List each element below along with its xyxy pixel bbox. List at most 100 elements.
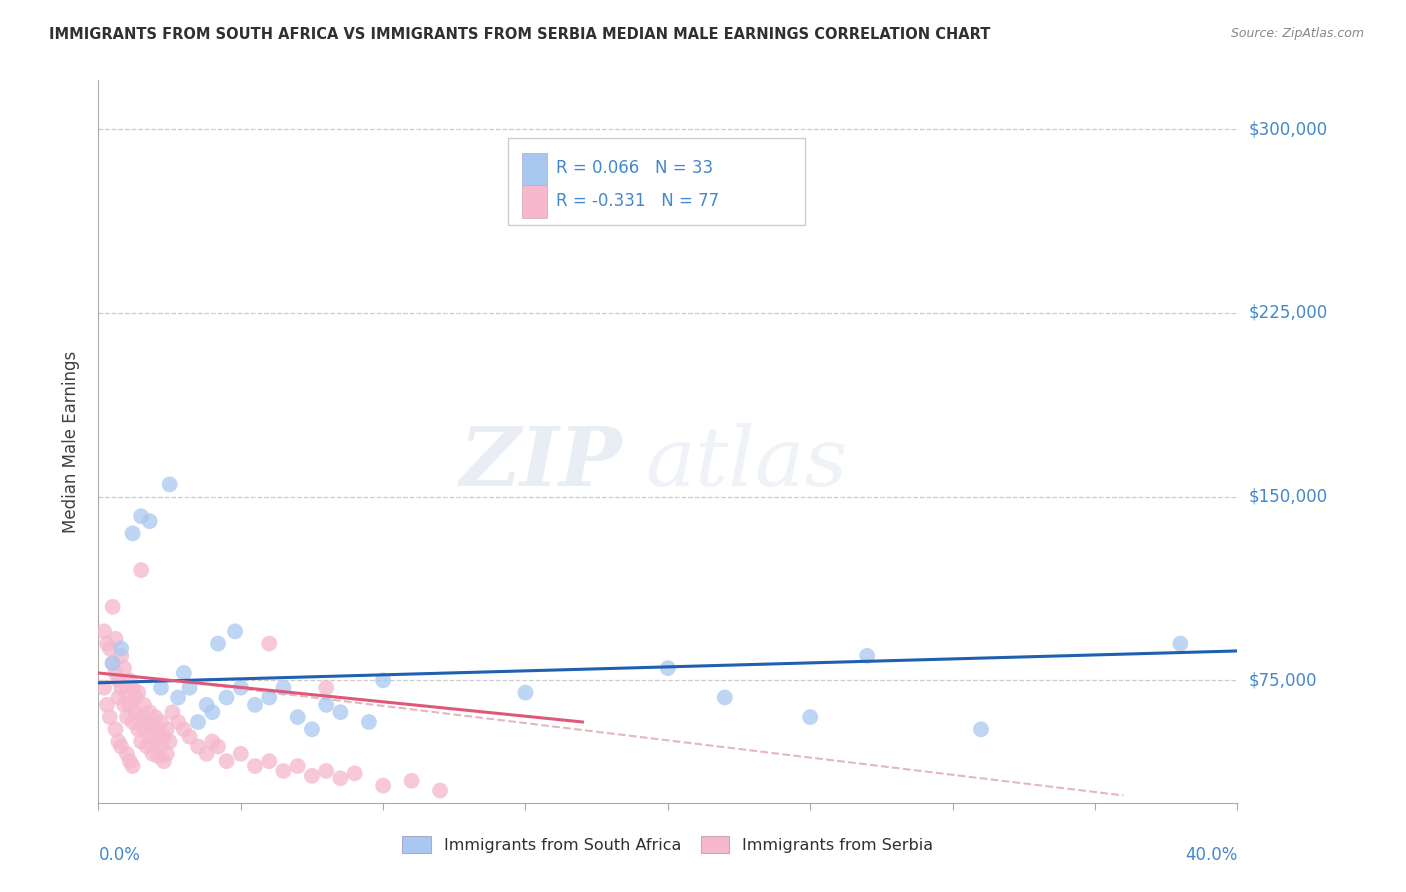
Point (101, 656, 124, 670)
Point (159, 734, 181, 748)
Point (207, 739, 229, 754)
Point (150, 739, 173, 754)
Text: R = 0.066   N = 33: R = 0.066 N = 33 (557, 160, 713, 178)
Point (195, 747, 218, 761)
Point (201, 734, 224, 748)
Point (118, 673, 141, 688)
Point (145, 710, 167, 724)
Point (373, 673, 395, 688)
Point (156, 723, 179, 737)
Text: R = -0.331   N = 77: R = -0.331 N = 77 (557, 192, 720, 210)
Point (273, 764, 295, 778)
Point (121, 759, 143, 773)
Point (104, 723, 127, 737)
Point (121, 681, 143, 695)
Point (141, 720, 163, 734)
Point (243, 759, 266, 773)
FancyBboxPatch shape (522, 185, 547, 218)
Point (373, 779, 395, 793)
Point (167, 690, 190, 705)
Point (129, 734, 152, 748)
Point (115, 685, 138, 699)
Text: 40.0%: 40.0% (1185, 847, 1237, 864)
Text: atlas: atlas (645, 423, 848, 503)
Point (173, 723, 195, 737)
Text: IMMIGRANTS FROM SOUTH AFRICA VS IMMIGRANTS FROM SERBIA MEDIAN MALE EARNINGS CORR: IMMIGRANTS FROM SOUTH AFRICA VS IMMIGRAN… (49, 27, 991, 42)
Point (118, 754, 141, 768)
Point (129, 509, 152, 524)
Point (96, 698, 118, 712)
Point (112, 661, 135, 675)
Point (187, 739, 209, 754)
Point (179, 681, 201, 695)
Text: $75,000: $75,000 (1249, 672, 1317, 690)
Point (129, 563, 152, 577)
Point (224, 624, 246, 639)
Point (127, 685, 149, 699)
Y-axis label: Median Male Earnings: Median Male Earnings (62, 351, 80, 533)
Point (273, 681, 295, 695)
Point (98, 710, 121, 724)
Point (315, 764, 337, 778)
Point (357, 714, 380, 729)
Point (259, 637, 281, 651)
Point (98, 641, 121, 656)
Text: 0.0%: 0.0% (98, 847, 141, 864)
Point (215, 690, 238, 705)
Point (101, 656, 124, 670)
Point (132, 723, 155, 737)
Point (150, 714, 173, 729)
Point (129, 710, 152, 724)
Point (104, 665, 127, 680)
Text: $150,000: $150,000 (1249, 488, 1327, 506)
FancyBboxPatch shape (509, 138, 804, 225)
Point (287, 759, 309, 773)
Point (138, 705, 160, 719)
Point (201, 705, 224, 719)
Point (301, 723, 323, 737)
Point (243, 698, 266, 712)
Point (179, 730, 201, 744)
Point (107, 673, 129, 688)
Point (207, 637, 229, 651)
Point (156, 747, 179, 761)
Point (515, 685, 537, 699)
Point (107, 734, 129, 748)
Point (138, 514, 160, 528)
Point (657, 661, 679, 675)
Point (132, 698, 155, 712)
Point (148, 724, 170, 739)
Point (141, 747, 163, 761)
Point (259, 754, 281, 768)
Point (159, 477, 181, 491)
Point (153, 730, 176, 744)
Point (259, 690, 281, 705)
Point (215, 754, 238, 768)
Text: $225,000: $225,000 (1249, 304, 1327, 322)
Text: Source: ZipAtlas.com: Source: ZipAtlas.com (1230, 27, 1364, 40)
Point (315, 698, 337, 712)
Point (714, 690, 737, 705)
Point (101, 599, 124, 614)
Point (96, 637, 118, 651)
Point (110, 739, 132, 754)
Point (110, 681, 132, 695)
Legend: Immigrants from South Africa, Immigrants from Serbia: Immigrants from South Africa, Immigrants… (396, 830, 939, 860)
Point (167, 714, 190, 729)
Point (150, 681, 173, 695)
Point (162, 705, 184, 719)
Point (153, 754, 176, 768)
Text: $300,000: $300,000 (1249, 120, 1327, 138)
Point (110, 641, 132, 656)
Point (118, 698, 141, 712)
Point (121, 714, 143, 729)
Point (699, 208, 721, 222)
Point (429, 783, 451, 797)
Text: ZIP: ZIP (460, 423, 623, 503)
Point (1170, 637, 1192, 651)
Point (110, 648, 132, 663)
Point (173, 665, 195, 680)
Point (343, 766, 366, 780)
Point (135, 714, 157, 729)
Point (856, 648, 879, 663)
